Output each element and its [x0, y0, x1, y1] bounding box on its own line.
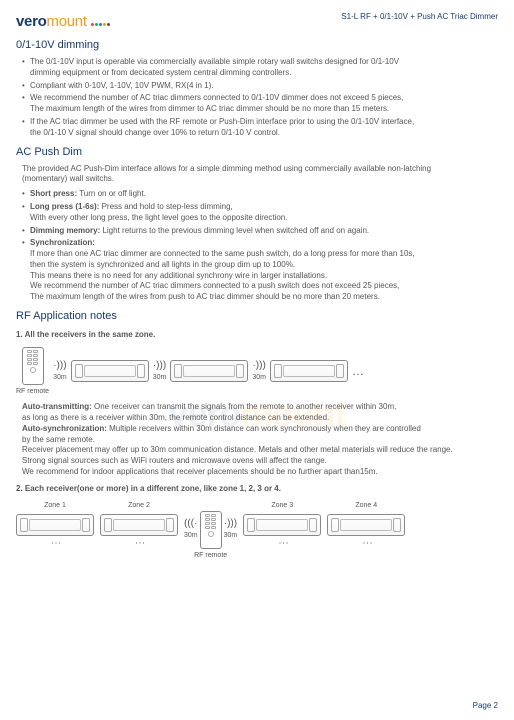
list-item: Short press: Turn on or off light.: [22, 189, 498, 200]
zone-label: Zone 4: [355, 501, 377, 510]
section-title-dimming: 0/1-10V dimming: [16, 38, 498, 53]
receiver-icon: [243, 514, 321, 536]
ellipsis-icon: …: [352, 363, 365, 379]
remote-label: RF remote: [194, 551, 227, 560]
rf-diagram-1: RF remote ·)))30m ·)))30m ·)))30m …: [16, 347, 498, 396]
page-number: Page 2: [473, 701, 498, 712]
rf-diagram-2: Zone 1 ⋮ Zone 2 ⋮ ·)))30m ·)))30m RF rem…: [16, 501, 498, 560]
receiver-icon: [71, 360, 149, 382]
remote-label: RF remote: [16, 387, 49, 396]
list-item: Synchronization: If more than one AC tri…: [22, 238, 498, 303]
signal-icon: ·))): [224, 519, 237, 529]
receiver-icon: [100, 514, 178, 536]
pushdim-list: Short press: Turn on or off light. Long …: [16, 189, 498, 303]
list-item: Dimming memory: Light returns to the pre…: [22, 226, 498, 237]
signal-icon: ·))): [153, 361, 166, 371]
zone-label: Zone 3: [271, 501, 293, 510]
header-product-code: S1-L RF + 0/1-10V + Push AC Triac Dimmer: [341, 12, 498, 23]
remote-icon: [22, 347, 44, 385]
receiver-icon: [270, 360, 348, 382]
list-item: The 0/1-10V input is operable via commer…: [22, 57, 498, 79]
rf-notes: Auto-transmitting: One receiver can tran…: [16, 402, 498, 478]
section-title-pushdim: AC Push Dim: [16, 145, 498, 160]
zone-label: Zone 1: [44, 501, 66, 510]
receiver-icon: [170, 360, 248, 382]
list-item: Compliant with 0-10V, 1-10V, 10V PWM, RX…: [22, 81, 498, 92]
remote-icon: [200, 511, 222, 549]
vdots-icon: ⋮: [134, 538, 144, 549]
signal-icon: ·))): [184, 519, 197, 529]
pushdim-intro: The provided AC Push-Dim interface allow…: [16, 164, 498, 186]
receiver-icon: [327, 514, 405, 536]
page-header: veromount S1-L RF + 0/1-10V + Push AC Tr…: [16, 12, 498, 32]
dimming-list: The 0/1-10V input is operable via commer…: [16, 57, 498, 139]
vdots-icon: ⋮: [277, 538, 287, 549]
signal-icon: ·))): [252, 361, 265, 371]
section-title-rf: RF Application notes: [16, 309, 498, 324]
vdots-icon: ⋮: [50, 538, 60, 549]
signal-icon: ·))): [53, 361, 66, 371]
rf-sub2: 2. Each receiver(one or more) in a diffe…: [16, 484, 498, 495]
brand-logo: veromount: [16, 12, 110, 32]
logo-dots: [91, 23, 110, 26]
vdots-icon: ⋮: [361, 538, 371, 549]
zone-label: Zone 2: [128, 501, 150, 510]
list-item: Long press (1-6s): Press and hold to ste…: [22, 202, 498, 224]
receiver-icon: [16, 514, 94, 536]
rf-sub1: 1. All the receivers in the same zone.: [16, 330, 498, 341]
list-item: We recommend the number of AC triac dimm…: [22, 93, 498, 115]
list-item: If the AC triac dimmer be used with the …: [22, 117, 498, 139]
